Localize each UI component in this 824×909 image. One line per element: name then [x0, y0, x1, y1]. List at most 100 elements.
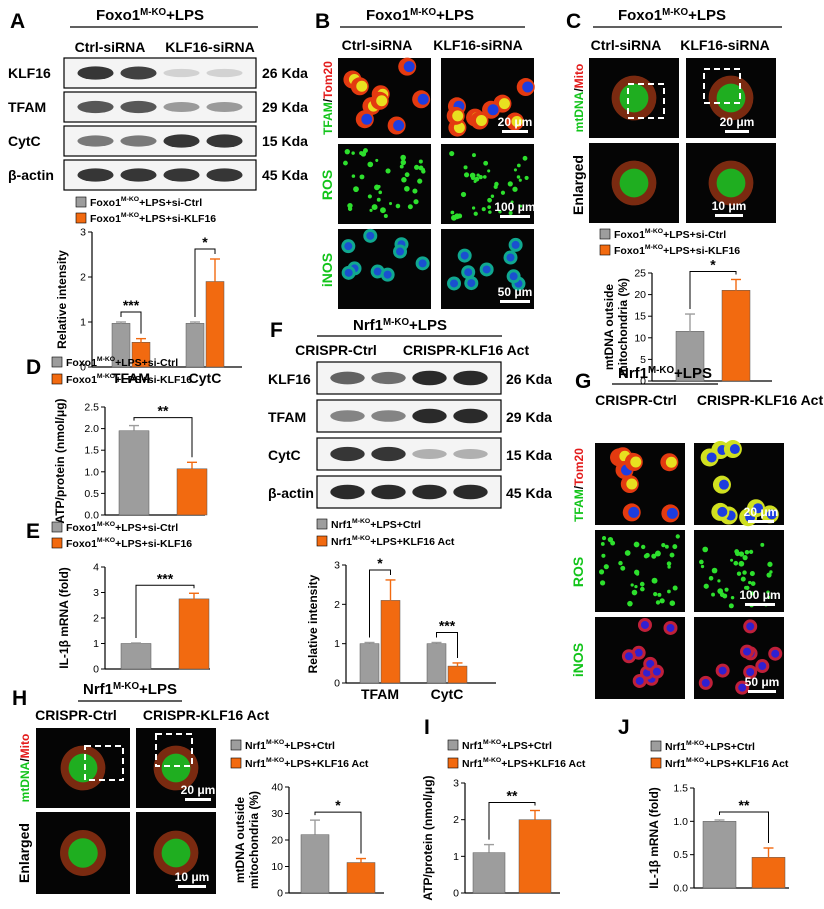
- chart-c-ytick-label: 0: [640, 376, 646, 388]
- chart-h-ytick-label: 20: [271, 835, 283, 847]
- panel-g-img-3b-nucleus: [758, 662, 767, 671]
- panel-b-img-2b-dot: [471, 153, 476, 158]
- panel-d-legend-treat-label: Foxo1M-KO+LPS+si-KLF16: [66, 373, 192, 386]
- panel-b-img-2b-dot: [516, 175, 521, 179]
- panel-a-col1: Ctrl-siRNA: [75, 39, 146, 55]
- panel-g-img-1b-nucleus: [753, 503, 764, 514]
- panel-f-blot-0-band: [453, 370, 488, 386]
- panel-h-row2-label: Enlarged: [16, 823, 32, 883]
- panel-a-blot-size-1: 29 Kda: [262, 99, 308, 115]
- panel-b-img-3b-nucleus: [467, 279, 476, 288]
- panel-b-row1-label: TFAM/Tom20: [321, 61, 335, 135]
- chart-f-bar: [447, 665, 468, 684]
- panel-b-img-2a-dot: [347, 202, 353, 209]
- panel-h-legend-treat-label: Nrf1M-KO+LPS+KLF16 Act: [245, 757, 369, 770]
- panel-b-img-1a-nucleus: [417, 93, 429, 105]
- g2-bar: [745, 603, 775, 606]
- panel-g-img-1b-nucleus: [729, 444, 740, 455]
- chart-h-sig-label: *: [335, 797, 341, 813]
- panel-g-img-2a-dot: [653, 592, 658, 597]
- chart-e-ylabel: IL-1β mRNA (fold): [57, 567, 71, 669]
- panel-a-blot-2-band: [77, 135, 114, 147]
- panel-g-img-2a-dot: [672, 585, 678, 591]
- panel-b-col1: Ctrl-siRNA: [342, 37, 413, 53]
- panel-c-legend-treat-swatch: [599, 244, 611, 256]
- panel-a-blot-2-band: [163, 134, 200, 148]
- panel-g-img-2a-dot: [654, 550, 661, 557]
- panel-b-img-2b-dot: [487, 205, 492, 210]
- scale-g1: 20 μm: [744, 505, 779, 519]
- chart-h-ylabel: mtDNA outside: [233, 797, 247, 884]
- panel-h-roi-2: [155, 733, 193, 767]
- panel-b-col2: KLF16-siRNA: [433, 37, 522, 53]
- panel-e-legend-ctrl-label: Foxo1M-KO+LPS+si-Ctrl: [66, 521, 178, 534]
- panel-g-img-2a-dot: [661, 542, 666, 548]
- panel-a-blot-1-band: [120, 100, 157, 114]
- panel-b-img-1a-nucleus: [393, 120, 405, 132]
- chart-i-sig-bracket: [488, 802, 536, 840]
- panel-g-img-1b-nucleus: [706, 452, 717, 463]
- chart-f-sig-bracket: [436, 631, 458, 658]
- panel-h-title: Nrf1M-KO+LPS: [83, 681, 177, 698]
- chart-h-ytick-label: 30: [271, 808, 283, 820]
- panel-a-blot-0-band: [77, 66, 114, 80]
- panel-j-legend-treat-swatch: [650, 757, 662, 769]
- scale-b3: 50 μm: [498, 285, 533, 299]
- panel-c-col1: Ctrl-siRNA: [591, 37, 662, 53]
- chart-h-ytick-label: 10: [271, 861, 283, 873]
- panel-c-legend-ctrl-swatch: [599, 228, 611, 240]
- panel-c-legend-ctrl-label: Foxo1M-KO+LPS+si-Ctrl: [614, 228, 726, 241]
- panel-label-e: E: [26, 520, 40, 543]
- chart-a-bar: [185, 323, 205, 368]
- panel-b-img-3a-nucleus: [418, 259, 427, 268]
- panel-h-legend-ctrl-label: Nrf1M-KO+LPS+Ctrl: [245, 739, 335, 752]
- panel-g-img-2a-dot: [598, 569, 605, 575]
- panel-b-img-2a-dot: [404, 185, 410, 192]
- panel-g-img-2b-dot: [728, 603, 734, 609]
- panel-g-img-2b-dot: [703, 583, 709, 589]
- panel-g-img-2a-dot: [618, 560, 623, 566]
- panel-a-col2: KLF16-siRNA: [165, 39, 254, 55]
- panel-label-i: I: [424, 716, 430, 739]
- panel-g-img-3b-nucleus: [746, 622, 755, 631]
- panel-b-img-2b-dot: [474, 176, 480, 182]
- panel-a-blot-1-band: [206, 101, 243, 113]
- panel-b-img-2b-dot: [463, 165, 468, 170]
- panel-b-img-2a-dot: [374, 184, 380, 191]
- panel-f-blot-size-3: 45 Kda: [506, 485, 552, 501]
- panel-c-legend-treat-label: Foxo1M-KO+LPS+si-KLF16: [614, 244, 740, 257]
- panel-f-blot-2-band: [453, 449, 488, 459]
- panel-b-img-2b-dot: [498, 210, 502, 214]
- chart-i-ytick-label: 1: [453, 851, 459, 863]
- panel-f-blot-0-band: [412, 370, 447, 386]
- panel-b-img-3b-nucleus: [464, 268, 473, 277]
- panel-g-img-2b-dot: [766, 572, 772, 578]
- panel-g-img-3b-nucleus: [743, 647, 752, 656]
- panel-a-legend-treat-swatch: [75, 212, 87, 224]
- panel-h-roi-1: [84, 745, 124, 781]
- chart-i-ytick-label: 2: [453, 814, 459, 826]
- panel-g-img-2b-dot: [711, 567, 718, 574]
- panel-b-img-2b-dot: [471, 206, 476, 210]
- panel-b-img-2a-dot: [378, 190, 383, 195]
- panel-c-col2: KLF16-siRNA: [680, 37, 769, 53]
- chart-j-sig-label: **: [739, 797, 750, 813]
- panel-h-img-2a-nucleus: [68, 838, 98, 868]
- panel-f-blot-0-band: [330, 371, 365, 385]
- chart-j-bar: [751, 857, 786, 889]
- panel-f-col1: CRISPR-Ctrl: [295, 342, 377, 358]
- chart-d-bar: [118, 430, 150, 516]
- panel-label-a: A: [10, 10, 25, 33]
- panel-g-img-2a-dot: [666, 561, 672, 566]
- panel-g-img-2b-dot: [767, 595, 771, 599]
- panel-b-img-3a-nucleus: [383, 270, 392, 279]
- chart-a-sig-label: *: [202, 234, 208, 250]
- panel-a-legend-treat-label: Foxo1M-KO+LPS+si-KLF16: [90, 212, 216, 225]
- chart-d-ytick-label: 1.5: [84, 445, 99, 457]
- panel-a-legend-ctrl-swatch: [75, 196, 87, 208]
- panel-g-img-2b-dot: [742, 570, 747, 575]
- panel-g-img-1a-nucleus: [666, 507, 678, 519]
- chart-c-ylabel: mtDNA outside: [602, 284, 616, 371]
- chart-a-bar: [205, 281, 225, 368]
- panel-a-blot-1-band: [77, 100, 114, 114]
